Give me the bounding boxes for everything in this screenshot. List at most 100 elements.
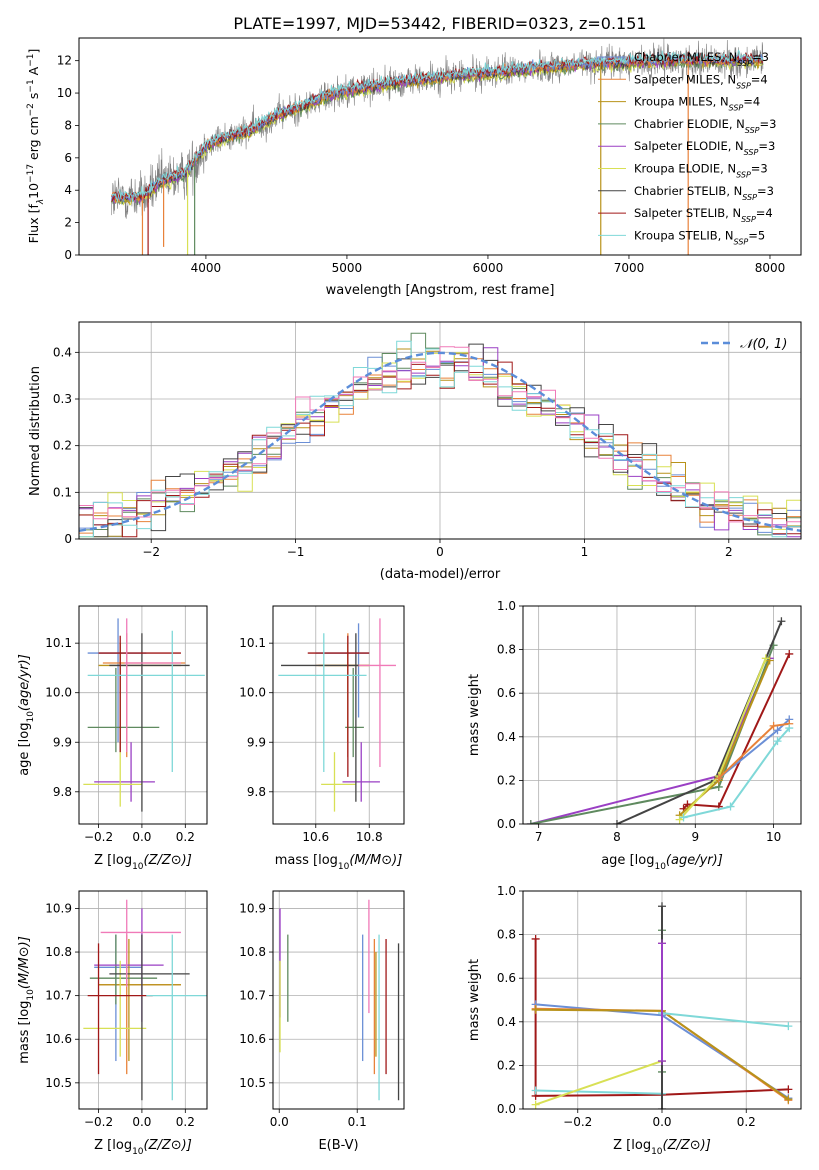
errorbar-chabrier-miles <box>94 934 142 1062</box>
age-vs-metallicity-plot: −0.2 0.0 0.2 9.8 9.9 10.0 10.1 Z [log10(Z/Z⊙)] a… <box>17 605 208 872</box>
y-tick-label: 6 <box>64 151 72 165</box>
spectrum-plot: 4000 5000 6000 7000 8000 0 2 4 6 8 10 12 Chabrier MI… <box>26 37 802 298</box>
x-tick-label: 0.0 <box>270 1115 289 1129</box>
plot-area <box>279 899 400 1101</box>
y-tick-label: 0 <box>64 532 72 546</box>
errorbar-kroupa-elodie <box>83 752 142 807</box>
y-tick-label: 12 <box>57 54 72 68</box>
legend-entry: Chabrier MILES, NSSP=3 <box>634 50 769 68</box>
weight-marker <box>531 1005 540 1014</box>
errorbar-chabrier-stelib <box>109 934 190 1101</box>
y-tick-label: 2 <box>64 216 72 230</box>
grid <box>79 606 207 824</box>
errorbar-kroupa-miles <box>98 938 181 1062</box>
axes-frame: 4000 5000 6000 7000 8000 0 2 4 6 8 10 12 Chabrier MI… <box>26 37 802 298</box>
y-tick-label: 10.6 <box>45 1032 72 1046</box>
y-tick-label: 0.1 <box>53 485 72 499</box>
weight-marker <box>658 939 666 948</box>
plot-area <box>278 618 396 812</box>
errorbar-kroupa-stelib <box>278 633 367 772</box>
x-tick-label: 0.0 <box>132 830 151 844</box>
mass-vs-ebv-plot: 0.0 0.1 10.5 10.6 10.7 10.8 10.9 E(B-V) <box>239 890 405 1153</box>
y-tick-label: 0.4 <box>53 345 72 359</box>
normal-curve <box>79 351 801 532</box>
y-axis-label: age [log10(age/yr)] <box>17 654 36 776</box>
weight-marker <box>784 1085 793 1094</box>
age-vs-mass-plot: 10.6 10.8 9.8 9.9 10.0 10.1 mass [log10(M/M⊙)] <box>239 605 405 872</box>
errorbar-chabrier-elodie <box>87 667 160 753</box>
weight-marker <box>531 1086 540 1095</box>
grid <box>273 891 404 1109</box>
plot-area <box>526 617 794 824</box>
axes-box <box>78 37 802 256</box>
plot-area <box>83 899 207 1101</box>
y-tick-label: 10 <box>57 86 72 100</box>
y-tick-label: 0.0 <box>497 1102 516 1116</box>
y-tick-label: 0.4 <box>497 1015 516 1029</box>
weight-marker <box>761 654 770 663</box>
errorbar-salpeter-elodie <box>94 742 155 802</box>
x-tick-label: 7000 <box>614 261 645 275</box>
x-tick-label: 7 <box>535 830 543 844</box>
errorbar-kroupa-stelib <box>146 934 207 1101</box>
y-tick-label: 0 <box>64 248 72 262</box>
weight-line <box>534 939 789 1097</box>
model-salpeter-stelib <box>111 50 764 202</box>
axes-frame: 10.6 10.8 9.8 9.9 10.0 10.1 mass [log10(M/M⊙)] <box>239 605 405 872</box>
errorbar-salpeter-stelib <box>98 635 181 753</box>
weight-marker <box>777 617 786 626</box>
errorbar-salpeter-miles <box>102 633 186 758</box>
weight-marker <box>658 1105 666 1109</box>
errorbar-pink <box>358 618 396 768</box>
x-tick-label: 0.0 <box>652 1115 671 1129</box>
x-tick-label: 8 <box>613 830 621 844</box>
x-tick-label: 4000 <box>191 261 222 275</box>
y-tick-label: 10.6 <box>239 1032 266 1046</box>
errorbar-kroupa-elodie <box>321 752 356 812</box>
y-axis-label: Normed distribution <box>28 366 43 496</box>
x-tick-label: −0.2 <box>84 830 113 844</box>
y-tick-label: 0.4 <box>497 730 516 744</box>
weight-marker <box>726 802 735 811</box>
errorbar-pink <box>124 618 181 753</box>
weight-marker <box>773 726 782 735</box>
y-tick-label: 10.1 <box>239 636 266 650</box>
errorbar-kroupa-stelib <box>87 630 205 772</box>
axes-frame: 7 8 9 10 0.0 0.2 0.4 0.6 0.8 1.0 mass weight age [l… <box>467 599 802 872</box>
x-axis-label: age [log10(age/yr)] <box>601 853 723 872</box>
legend-entry: Kroupa MILES, NSSP=4 <box>634 95 760 113</box>
grid <box>273 606 404 824</box>
y-tick-label: 10.5 <box>239 1076 266 1090</box>
y-tick-label: 10.7 <box>45 989 72 1003</box>
weight-marker <box>784 1022 793 1031</box>
errorbar-salpeter-miles <box>98 934 181 1075</box>
y-tick-label: 0.0 <box>497 817 516 831</box>
errorbar-salpeter-stelib <box>307 635 370 777</box>
weight-line <box>535 943 663 1106</box>
axes-frame: −0.2 0.0 0.2 0.0 0.2 0.4 0.6 0.8 1.0 mass weight Z… <box>467 884 802 1157</box>
y-tick-label: 1.0 <box>497 599 516 613</box>
x-axis-label: E(B-V) <box>318 1138 358 1153</box>
legend: Chabrier MILES, NSSP=3 Salpeter MILES, NS… <box>598 50 776 246</box>
axes-frame: −0.2 0.0 0.2 10.5 10.6 10.7 10.8 10.9 Z [log10(Z… <box>17 890 208 1157</box>
errorbar-chabrier-stelib <box>281 633 359 802</box>
y-tick-label: 10.5 <box>45 1076 72 1090</box>
y-tick-label: 9.9 <box>247 735 266 749</box>
legend-entry: 𝒩(0, 1) <box>740 337 787 352</box>
weight-marker <box>531 934 540 943</box>
x-tick-label: 0 <box>436 545 444 559</box>
x-axis-label: wavelength [Angstrom, rest frame] <box>326 283 555 298</box>
x-tick-label: 8000 <box>755 261 786 275</box>
residuals-plot: −2 −1 0 1 2 0 0.1 0.2 0.3 0.4 𝒩(0, 1) (data-model)/… <box>28 321 802 582</box>
y-tick-label: 4 <box>64 183 72 197</box>
axes-box <box>78 605 208 825</box>
x-tick-label: 5000 <box>332 261 363 275</box>
axes-box <box>78 890 208 1110</box>
x-tick-label: 9 <box>691 830 699 844</box>
legend-entry: Salpeter MILES, NSSP=4 <box>634 72 768 90</box>
x-tick-label: 0.2 <box>737 1115 756 1129</box>
legend-entry: Chabrier STELIB, NSSP=3 <box>634 184 774 202</box>
errorbar-pink <box>100 899 181 987</box>
mass-vs-metallicity-plot: −0.2 0.0 0.2 10.5 10.6 10.7 10.8 10.9 Z [log10(Z… <box>17 890 208 1157</box>
